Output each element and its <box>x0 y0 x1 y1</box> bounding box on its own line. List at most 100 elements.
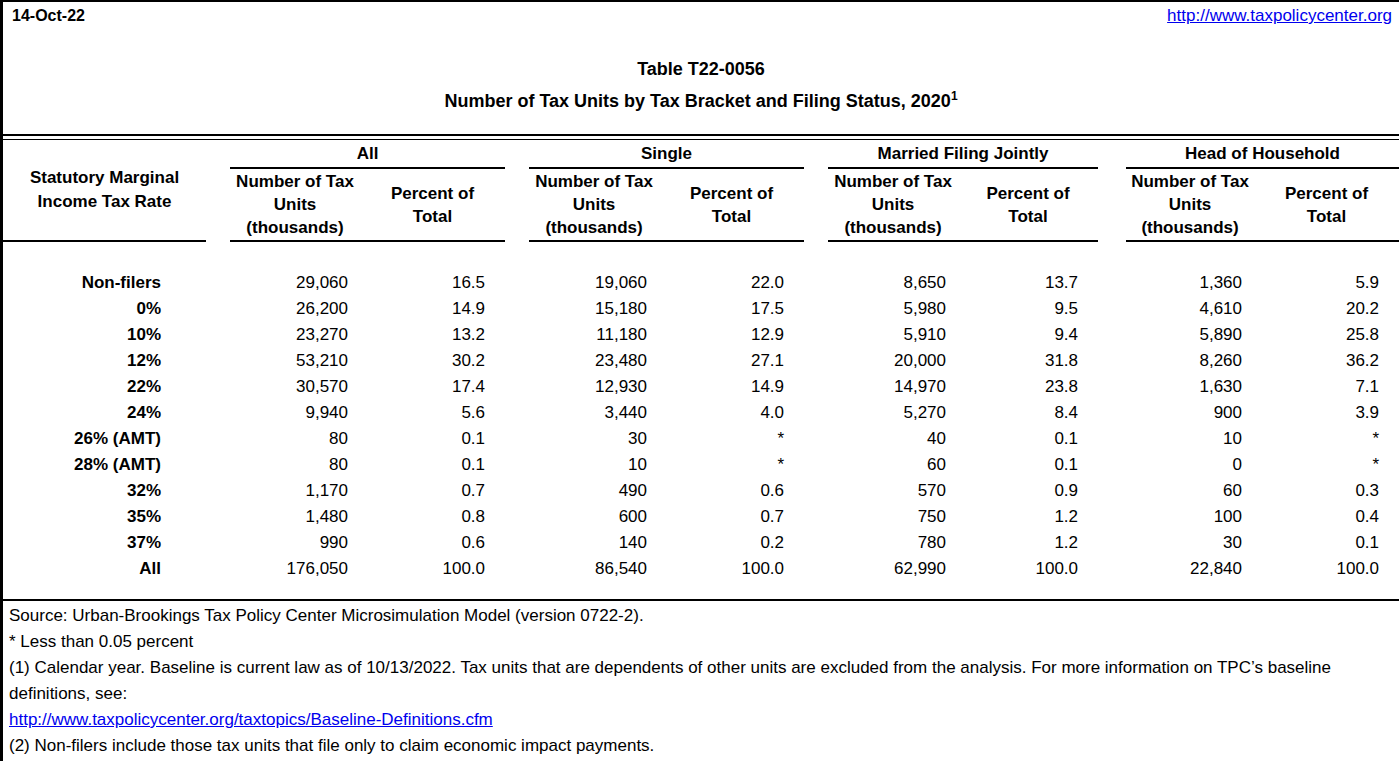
number-cell: 900 <box>1126 400 1254 426</box>
subheader-number-head-of-household: Number of Tax Units (thousands) <box>1126 168 1254 241</box>
percent-cell: 17.4 <box>360 374 505 400</box>
column-gutter <box>505 348 529 374</box>
column-gutter <box>1098 426 1126 452</box>
column-gutter <box>505 426 529 452</box>
rate-column-header: Statutory Marginal Income Tax Rate <box>3 140 206 242</box>
subheader-number-label: Number of Tax Units (thousands) <box>1127 170 1253 239</box>
rate-cell: Non-filers <box>3 270 206 296</box>
percent-cell: 7.1 <box>1254 374 1399 400</box>
column-gutter <box>206 322 230 348</box>
column-gutter <box>1098 348 1126 374</box>
number-cell: 20,000 <box>828 348 958 374</box>
number-cell: 40 <box>828 426 958 452</box>
column-gutter <box>505 322 529 348</box>
percent-cell: 20.2 <box>1254 296 1399 322</box>
percent-cell: 0.1 <box>360 426 505 452</box>
table-row: 35%1,4800.86000.77501.21000.4 <box>3 504 1399 530</box>
column-gutter <box>1098 296 1126 322</box>
percent-cell: 36.2 <box>1254 348 1399 374</box>
number-cell: 62,990 <box>828 556 958 582</box>
column-gutter <box>505 140 529 242</box>
subheader-percent-label: Percent of Total <box>387 182 479 228</box>
table-row: 26% (AMT)800.130*400.110* <box>3 426 1399 452</box>
number-cell: 23,480 <box>529 348 659 374</box>
group-header-single: Single <box>529 140 804 169</box>
column-gutter <box>505 556 529 582</box>
table-row: 28% (AMT)800.110*600.10* <box>3 452 1399 478</box>
column-gutter <box>505 296 529 322</box>
footnote-ref: 1 <box>951 89 958 103</box>
percent-cell: 0.4 <box>1254 504 1399 530</box>
baseline-definitions-link[interactable]: http://www.taxpolicycenter.org/taxtopics… <box>9 710 493 729</box>
column-gutter <box>804 504 828 530</box>
title-block: Table T22-0056 Number of Tax Units by Ta… <box>3 59 1399 112</box>
percent-cell: 0.8 <box>360 504 505 530</box>
percent-cell: 17.5 <box>659 296 804 322</box>
percent-cell: * <box>1254 452 1399 478</box>
subheader-number-single: Number of Tax Units (thousands) <box>529 168 659 241</box>
table-title: Number of Tax Units by Tax Bracket and F… <box>3 89 1399 112</box>
rate-cell: 24% <box>3 400 206 426</box>
table-row: 10%23,27013.211,18012.95,9109.45,89025.8 <box>3 322 1399 348</box>
rate-cell: 28% (AMT) <box>3 452 206 478</box>
subheader-percent-single: Percent of Total <box>659 168 804 241</box>
table-row: 0%26,20014.915,18017.55,9809.54,61020.2 <box>3 296 1399 322</box>
percent-cell: 23.8 <box>958 374 1098 400</box>
number-cell: 60 <box>1126 478 1254 504</box>
group-header-head-of-household: Head of Household <box>1126 140 1399 169</box>
percent-cell: 0.6 <box>360 530 505 556</box>
percent-cell: 1.2 <box>958 504 1098 530</box>
column-gutter <box>206 374 230 400</box>
footnote-line: (1) Calendar year. Baseline is current l… <box>9 655 1399 707</box>
subheader-number-label: Number of Tax Units (thousands) <box>531 170 657 239</box>
column-gutter <box>505 504 529 530</box>
percent-cell: 3.9 <box>1254 400 1399 426</box>
number-cell: 29,060 <box>230 270 360 296</box>
percent-cell: 0.3 <box>1254 478 1399 504</box>
subheader-number-label: Number of Tax Units (thousands) <box>830 170 956 239</box>
number-cell: 750 <box>828 504 958 530</box>
table-header: Statutory Marginal Income Tax RateAllSin… <box>3 140 1399 242</box>
column-gutter <box>505 400 529 426</box>
number-cell: 5,890 <box>1126 322 1254 348</box>
column-gutter <box>804 556 828 582</box>
column-gutter <box>206 270 230 296</box>
number-cell: 86,540 <box>529 556 659 582</box>
footnote-text: Source: Urban-Brookings Tax Policy Cente… <box>9 606 644 625</box>
number-cell: 1,360 <box>1126 270 1254 296</box>
footnote-text: (2) Non-filers include those tax units t… <box>9 736 654 755</box>
percent-cell: 13.7 <box>958 270 1098 296</box>
percent-cell: 9.4 <box>958 322 1098 348</box>
number-cell: 10 <box>1126 426 1254 452</box>
site-link[interactable]: http://www.taxpolicycenter.org <box>1167 6 1392 26</box>
footnote-line: * Less than 0.05 percent <box>9 629 1399 655</box>
number-cell: 22,840 <box>1126 556 1254 582</box>
footnote-line: http://www.taxpolicycenter.org/taxtopics… <box>9 707 1399 733</box>
column-gutter <box>804 140 828 242</box>
column-gutter <box>804 348 828 374</box>
number-cell: 1,630 <box>1126 374 1254 400</box>
rate-cell: 35% <box>3 504 206 530</box>
number-cell: 8,650 <box>828 270 958 296</box>
spacer-cell <box>3 241 1399 270</box>
column-gutter <box>1098 478 1126 504</box>
percent-cell: 0.7 <box>360 478 505 504</box>
number-cell: 5,910 <box>828 322 958 348</box>
percent-cell: 30.2 <box>360 348 505 374</box>
table-row: 22%30,57017.412,93014.914,97023.81,6307.… <box>3 374 1399 400</box>
column-gutter <box>804 374 828 400</box>
percent-cell: 22.0 <box>659 270 804 296</box>
column-gutter <box>804 452 828 478</box>
table-number: Table T22-0056 <box>3 59 1399 80</box>
percent-cell: 5.9 <box>1254 270 1399 296</box>
column-gutter <box>804 426 828 452</box>
number-cell: 5,270 <box>828 400 958 426</box>
table-title-text: Number of Tax Units by Tax Bracket and F… <box>444 91 950 111</box>
percent-cell: 14.9 <box>360 296 505 322</box>
percent-cell: 25.8 <box>1254 322 1399 348</box>
rate-cell: 37% <box>3 530 206 556</box>
table-row: Non-filers29,06016.519,06022.08,65013.71… <box>3 270 1399 296</box>
number-cell: 15,180 <box>529 296 659 322</box>
footnote-text: * Less than 0.05 percent <box>9 632 193 651</box>
number-cell: 23,270 <box>230 322 360 348</box>
